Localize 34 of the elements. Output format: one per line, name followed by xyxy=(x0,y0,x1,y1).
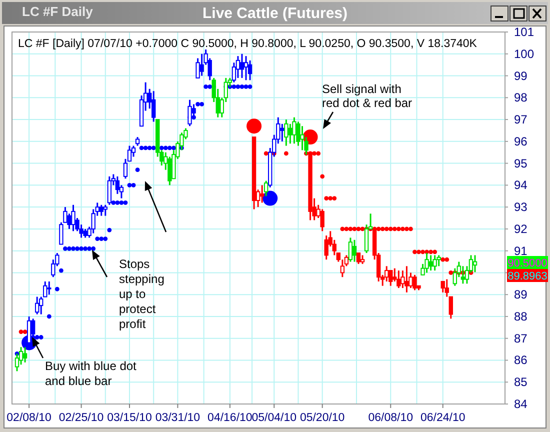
y-tick-label: 96 xyxy=(514,134,528,148)
annotation: Stops stepping up to protect profit xyxy=(119,257,164,331)
text: 90.5000 xyxy=(508,258,548,270)
chart-title: Live Cattle (Futures) xyxy=(202,5,348,22)
x-tick-label: 04/16/10 xyxy=(208,412,252,424)
x-tick-label: 05/20/10 xyxy=(300,412,345,424)
y-tick-label: 91 xyxy=(514,244,528,258)
y-tick-label: 88 xyxy=(514,309,528,324)
y-tick-label: 84 xyxy=(514,397,528,411)
y-tick-label: 92 xyxy=(514,222,528,236)
y-tick-label: 89 xyxy=(514,288,528,302)
y-tick-label: 95 xyxy=(514,156,528,170)
text: LC #F [Daily] 07/07/10 +0.7000 C 90.5000, H 90.8000, L 90.0250, O 90.3500, V 18.3740K xyxy=(18,38,478,50)
text: LC #F Daily xyxy=(22,4,94,19)
annotation: Sell signal with red dot & red bar xyxy=(322,82,412,110)
x-tick-label: 02/08/10 xyxy=(6,412,52,424)
y-tick-label: 85 xyxy=(514,375,528,390)
x-tick-label: 03/31/10 xyxy=(155,412,200,424)
y-tick-label: 86 xyxy=(514,353,528,368)
x-tick-label: 03/15/10 xyxy=(107,412,152,424)
text: 89.8963 xyxy=(508,270,548,282)
annotation: Buy with blue dot and blue bar xyxy=(45,359,138,388)
y-tick-label: 97 xyxy=(514,112,528,127)
x-tick-label: 05/04/10 xyxy=(252,412,297,424)
x-tick-label: 02/25/10 xyxy=(58,412,104,424)
y-tick-label: 100 xyxy=(514,46,534,61)
y-tick-label: 87 xyxy=(514,331,528,346)
y-tick-label: 101 xyxy=(514,25,534,39)
x-tick-label: 06/24/10 xyxy=(420,412,466,424)
y-tick-label: 94 xyxy=(514,178,528,192)
y-tick-label: 98 xyxy=(514,90,528,105)
x-tick-label: 06/08/10 xyxy=(368,412,414,424)
y-tick-label: 99 xyxy=(514,68,528,83)
y-tick-label: 93 xyxy=(514,200,528,214)
